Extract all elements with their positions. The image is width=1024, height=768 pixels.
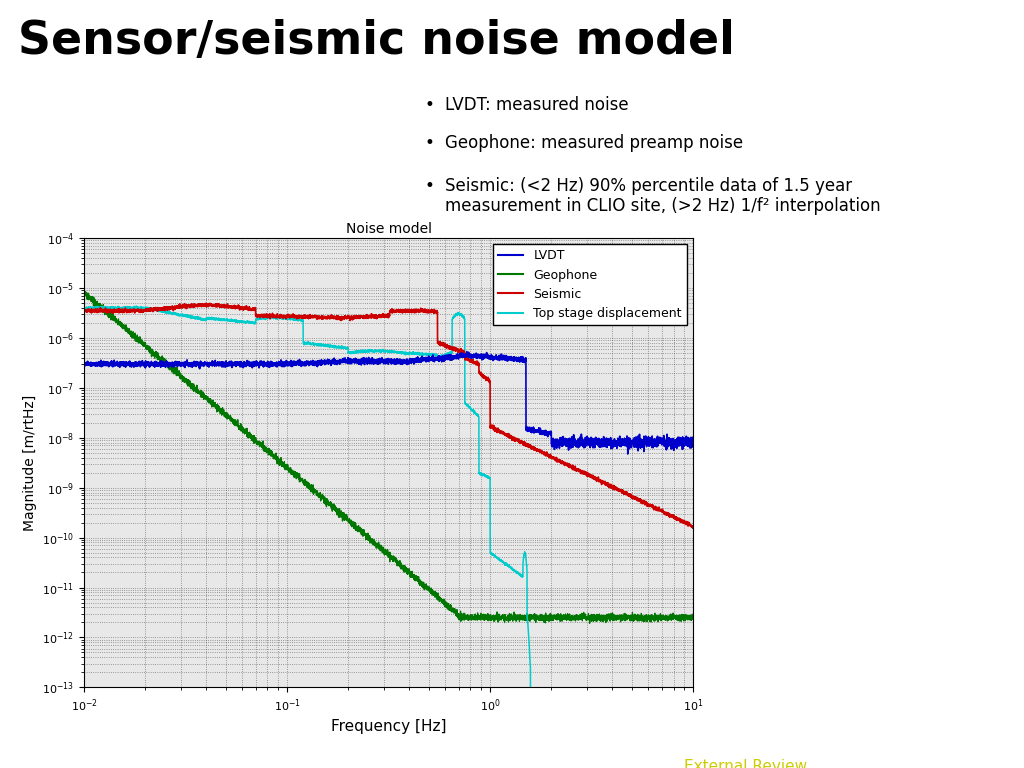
Geophone <box>188 383 201 392</box>
Seismic <box>443 343 456 353</box>
Geophone <box>79 287 91 296</box>
Seismic <box>310 313 323 323</box>
LVDT <box>443 352 456 361</box>
Text: LVDT: measured noise: LVDT: measured noise <box>445 96 629 114</box>
Text: THE UNIVERSITY OF TOKYO: THE UNIVERSITY OF TOKYO <box>5 734 99 740</box>
LVDT <box>461 347 473 356</box>
Top stage displacement <box>579 697 591 707</box>
Text: Geophone: measured preamp noise: Geophone: measured preamp noise <box>445 134 743 152</box>
Top stage displacement <box>566 700 579 709</box>
Legend: LVDT, Geophone, Seismic, Top stage displacement: LVDT, Geophone, Seismic, Top stage displ… <box>494 244 687 325</box>
Line: LVDT: LVDT <box>84 352 693 454</box>
LVDT <box>687 434 699 443</box>
Top stage displacement <box>474 469 486 478</box>
Line: Seismic: Seismic <box>84 303 693 528</box>
Text: •: • <box>425 134 435 152</box>
Top stage displacement <box>188 313 201 323</box>
Seismic <box>474 369 486 379</box>
LVDT <box>622 449 634 458</box>
Top stage displacement <box>310 339 323 349</box>
LVDT <box>579 438 591 447</box>
Text: 20: 20 <box>986 731 1024 765</box>
Geophone <box>310 486 323 495</box>
Top stage displacement <box>130 302 142 311</box>
Seismic <box>188 302 201 311</box>
Text: External Review: External Review <box>684 760 807 768</box>
Geophone <box>78 288 90 297</box>
Top stage displacement <box>532 697 545 706</box>
Text: •: • <box>425 177 435 194</box>
Geophone <box>687 614 699 623</box>
LVDT <box>310 359 323 368</box>
Line: Geophone: Geophone <box>84 292 693 624</box>
Seismic <box>532 445 545 455</box>
Seismic <box>579 468 591 478</box>
Geophone <box>443 603 456 612</box>
Geophone <box>579 614 591 623</box>
Seismic <box>78 305 90 314</box>
LVDT <box>78 359 90 368</box>
Text: Sensor/seismic noise model: Sensor/seismic noise model <box>18 19 735 65</box>
Text: •: • <box>425 96 435 114</box>
LVDT <box>532 426 545 435</box>
Geophone <box>474 612 486 621</box>
LVDT <box>188 359 201 369</box>
Geophone <box>584 619 596 628</box>
Geophone <box>532 613 545 622</box>
LVDT <box>474 353 486 362</box>
Line: Top stage displacement: Top stage displacement <box>84 306 693 704</box>
X-axis label: Frequency [Hz]: Frequency [Hz] <box>331 720 446 734</box>
Top stage displacement <box>687 698 699 707</box>
Seismic <box>687 524 699 533</box>
Top stage displacement <box>443 349 456 359</box>
Seismic <box>200 299 212 308</box>
Seismic <box>687 521 699 531</box>
Text: Sekiguchi: Sekiguchi <box>684 737 758 752</box>
Title: Noise model: Noise model <box>346 221 431 236</box>
Text: Seismic: (<2 Hz) 90% percentile data of 1.5 year
measurement in CLIO site, (>2 H: Seismic: (<2 Hz) 90% percentile data of … <box>445 177 881 216</box>
Y-axis label: Magnitude [m/rtHz]: Magnitude [m/rtHz] <box>23 395 37 531</box>
Top stage displacement <box>78 303 90 313</box>
